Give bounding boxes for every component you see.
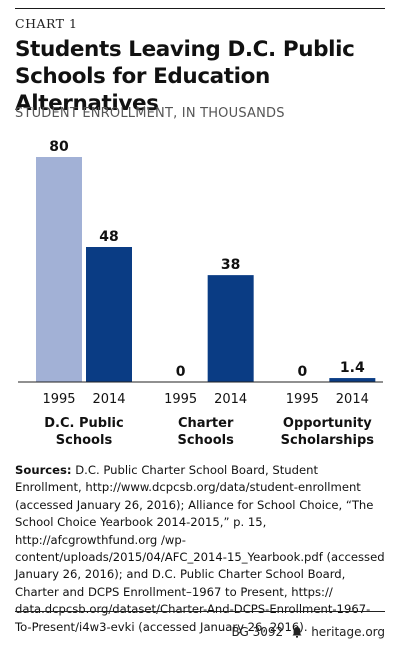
category-label: Schools: [56, 433, 113, 448]
data-label: 1.4: [340, 360, 365, 376]
bar-1995: [36, 157, 82, 382]
category-label: Scholarships: [281, 433, 375, 448]
sources-note: Sources: D.C. Public Charter School Boar…: [15, 462, 387, 636]
top-rule: [15, 8, 385, 9]
footer-rule: [15, 611, 385, 612]
sources-text: D.C. Public Charter School Board, Studen…: [15, 463, 385, 634]
bar-chart: 80 1995 48 2014 D.C. Public Schools 0 1995 38 201…: [18, 139, 383, 448]
x-tick-label: 1995: [164, 392, 197, 407]
data-label: 38: [221, 257, 240, 273]
category-label: Schools: [177, 433, 234, 448]
bar-2014: [86, 247, 132, 382]
x-tick-label: 2014: [336, 392, 369, 407]
bar-2014: [207, 275, 254, 382]
data-label: 48: [99, 229, 118, 245]
bar-2014: [329, 378, 376, 382]
report-id: BG 3092: [231, 625, 284, 639]
sources-label: Sources:: [15, 463, 72, 477]
category-label: Opportunity: [283, 416, 372, 431]
x-tick-label: 1995: [286, 392, 319, 407]
category-label: D.C. Public: [44, 416, 123, 431]
x-tick-label: 2014: [214, 392, 247, 407]
chart-number: CHART 1: [15, 16, 78, 31]
bell-icon: [292, 627, 302, 638]
footer: BG 3092 heritage.org: [232, 625, 386, 639]
data-label: 0: [297, 364, 307, 380]
chart-title: Students Leaving D.C. Public Schools for…: [15, 37, 355, 116]
category-label: Charter: [178, 416, 234, 431]
data-label: 0: [176, 364, 186, 380]
x-tick-label: 2014: [92, 392, 125, 407]
data-label: 80: [49, 139, 69, 155]
chart-subtitle: STUDENT ENROLLMENT, IN THOUSANDS: [15, 106, 285, 121]
site-name: heritage.org: [311, 625, 385, 639]
x-tick-label: 1995: [42, 392, 75, 407]
